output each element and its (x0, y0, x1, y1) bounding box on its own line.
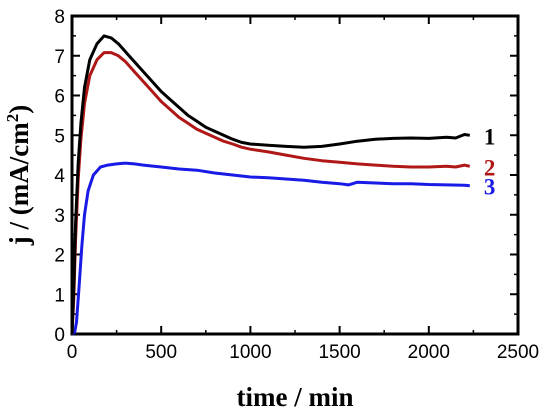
y-tick-label: 5 (54, 126, 65, 147)
series-end-labels: 1 23 (484, 124, 496, 199)
y-tick-label: 7 (54, 47, 65, 68)
plot-frame (70, 14, 520, 336)
x-axis: 0 500 1000 1500 2000 2500 (67, 16, 539, 363)
series-end-label-1: 1 (484, 124, 496, 149)
y-tick-label: 3 (54, 206, 65, 227)
series-lines (70, 34, 471, 336)
y-tick-label: 0 (54, 325, 65, 346)
y-tick-label: 2 (54, 246, 65, 267)
x-tick-label: 1500 (318, 342, 360, 363)
series-end-label-2: 2 (484, 155, 496, 180)
y-axis-title-suffix: ) (4, 105, 34, 114)
y-tick-label: 8 (54, 7, 65, 28)
y-axis-title-prefix: j / (mA/cm (4, 122, 34, 246)
x-tick-label: 0 (67, 342, 78, 363)
x-tick-label: 1000 (229, 342, 271, 363)
series-line-3 (71, 161, 470, 336)
series-line-2 (70, 51, 471, 335)
y-tick-label: 4 (54, 166, 65, 187)
series-line-1 (70, 34, 471, 335)
x-tick-label: 2000 (408, 342, 450, 363)
y-axis-title: j / (mA/cm2) (3, 105, 34, 246)
plot-area-border (70, 14, 520, 336)
x-tick-label: 500 (145, 342, 177, 363)
y-tick-label: 6 (54, 87, 65, 108)
x-axis-title: time / min (237, 382, 354, 412)
y-axis-title-superscript: 2 (3, 114, 22, 123)
y-tick-label: 1 (54, 285, 65, 306)
series-end-label-3: 3 (484, 175, 496, 200)
x-tick-label: 2500 (497, 342, 539, 363)
